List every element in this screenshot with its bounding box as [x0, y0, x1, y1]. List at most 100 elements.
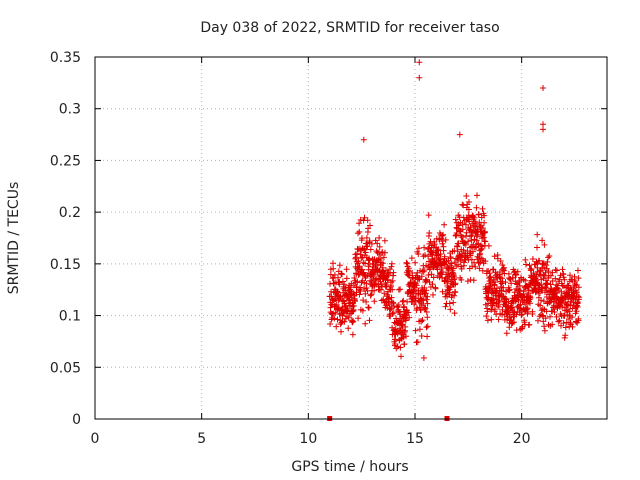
data-point	[359, 307, 366, 314]
data-point	[401, 341, 408, 348]
data-point	[522, 256, 529, 263]
data-point	[351, 298, 358, 305]
data-point	[429, 281, 436, 288]
data-point	[397, 344, 404, 351]
data-point	[561, 276, 568, 283]
data-point	[423, 309, 430, 315]
data-point	[382, 299, 389, 306]
data-point	[442, 236, 449, 243]
data-point	[526, 262, 533, 269]
data-point	[417, 307, 424, 314]
data-point	[403, 333, 409, 340]
data-point	[363, 234, 370, 241]
data-point	[339, 271, 345, 278]
data-point	[540, 298, 547, 305]
x-tick-label: 10	[299, 431, 317, 447]
data-point	[468, 232, 475, 239]
data-point	[446, 300, 453, 307]
y-tick-label: 0.2	[59, 205, 81, 221]
data-point	[525, 290, 532, 296]
data-point	[544, 280, 551, 287]
data-point	[465, 238, 472, 245]
data-point	[364, 243, 371, 250]
axis-ticks: 0 0.05 0.1 0.15 0.2 0.25 0.3 0.35 0 5 10 15 20	[50, 50, 607, 447]
data-point	[459, 226, 466, 233]
data-point	[368, 240, 375, 247]
data-point	[355, 230, 361, 237]
data-point	[330, 265, 337, 272]
data-point	[357, 216, 364, 223]
data-point	[376, 243, 383, 250]
data-point	[441, 221, 448, 228]
data-point	[439, 288, 446, 295]
data-point	[356, 228, 363, 235]
data-point	[472, 220, 479, 227]
data-point	[406, 272, 413, 279]
y-tick-label: 0.05	[50, 360, 81, 376]
data-point	[360, 136, 367, 143]
data-point	[555, 318, 562, 325]
data-point	[421, 304, 428, 311]
data-point	[381, 290, 388, 297]
data-point	[380, 254, 387, 261]
data-point	[560, 320, 567, 327]
data-point	[540, 121, 546, 128]
y-tick-label: 0.25	[50, 153, 81, 169]
data-point	[539, 237, 546, 244]
data-point	[484, 317, 491, 324]
data-point	[365, 304, 372, 311]
data-point	[440, 231, 447, 238]
data-point	[564, 311, 571, 318]
data-point	[513, 311, 520, 318]
data-point	[549, 269, 556, 276]
data-point	[562, 332, 569, 339]
data-point	[441, 253, 448, 260]
data-point	[389, 286, 396, 293]
data-point	[523, 306, 530, 313]
data-point	[403, 259, 410, 266]
data-point	[331, 315, 338, 322]
data-point	[365, 304, 372, 311]
data-point	[423, 296, 430, 303]
data-point	[421, 244, 428, 251]
data-point	[387, 306, 394, 313]
data-point	[538, 297, 544, 304]
data-point	[329, 275, 336, 282]
data-point	[362, 260, 368, 267]
data-point	[350, 302, 357, 309]
data-point	[406, 314, 413, 321]
data-point	[486, 270, 493, 277]
data-point	[364, 217, 371, 224]
data-point	[551, 309, 558, 315]
data-point	[541, 241, 548, 248]
data-point	[366, 317, 373, 324]
data-point	[331, 271, 338, 278]
data-point	[426, 230, 433, 236]
data-point	[349, 331, 356, 338]
data-point	[556, 317, 563, 324]
data-point	[414, 305, 420, 312]
data-point	[355, 271, 362, 278]
data-point	[558, 322, 564, 329]
data-point	[452, 289, 459, 296]
data-point	[403, 316, 410, 323]
data-point	[547, 272, 554, 279]
data-point	[529, 256, 536, 262]
y-axis-title: SRMTID / TECUs	[6, 182, 22, 295]
data-point	[330, 260, 336, 267]
data-point	[553, 267, 560, 274]
data-point	[352, 254, 359, 261]
data-point	[374, 240, 381, 247]
data-point	[398, 353, 404, 360]
data-point	[394, 343, 401, 350]
y-tick-label: 0	[72, 412, 81, 428]
data-point	[559, 304, 566, 310]
data-point	[338, 328, 344, 335]
data-point	[517, 301, 524, 308]
data-point	[382, 249, 388, 256]
data-point	[341, 318, 348, 325]
data-point	[345, 314, 352, 321]
data-point	[540, 126, 546, 133]
data-point	[540, 85, 546, 91]
data-point	[440, 247, 447, 254]
